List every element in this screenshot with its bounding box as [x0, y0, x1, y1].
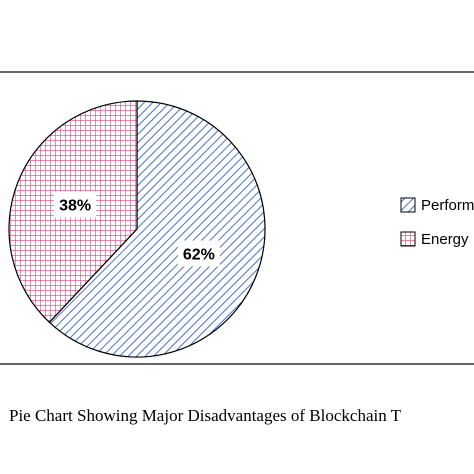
pie-slice-perform: [48, 100, 266, 358]
slice-label-background: [54, 191, 97, 218]
pie-slice-labels: 62% 38%: [54, 191, 220, 267]
slice-label-perform: 62%: [183, 247, 215, 264]
legend-label-energy: Energy: [421, 231, 469, 248]
legend: Perform Energy: [400, 197, 474, 248]
legend-label-perform: Perform: [421, 197, 474, 214]
legend-swatch-energy: [400, 231, 416, 247]
slice-label-energy: 38%: [59, 197, 91, 214]
figure-caption: Pie Chart Showing Major Disadvantages of…: [9, 406, 402, 425]
pie-slices: [8, 100, 266, 358]
legend-swatch-perform: [400, 197, 416, 213]
slice-label-background: [177, 240, 220, 267]
